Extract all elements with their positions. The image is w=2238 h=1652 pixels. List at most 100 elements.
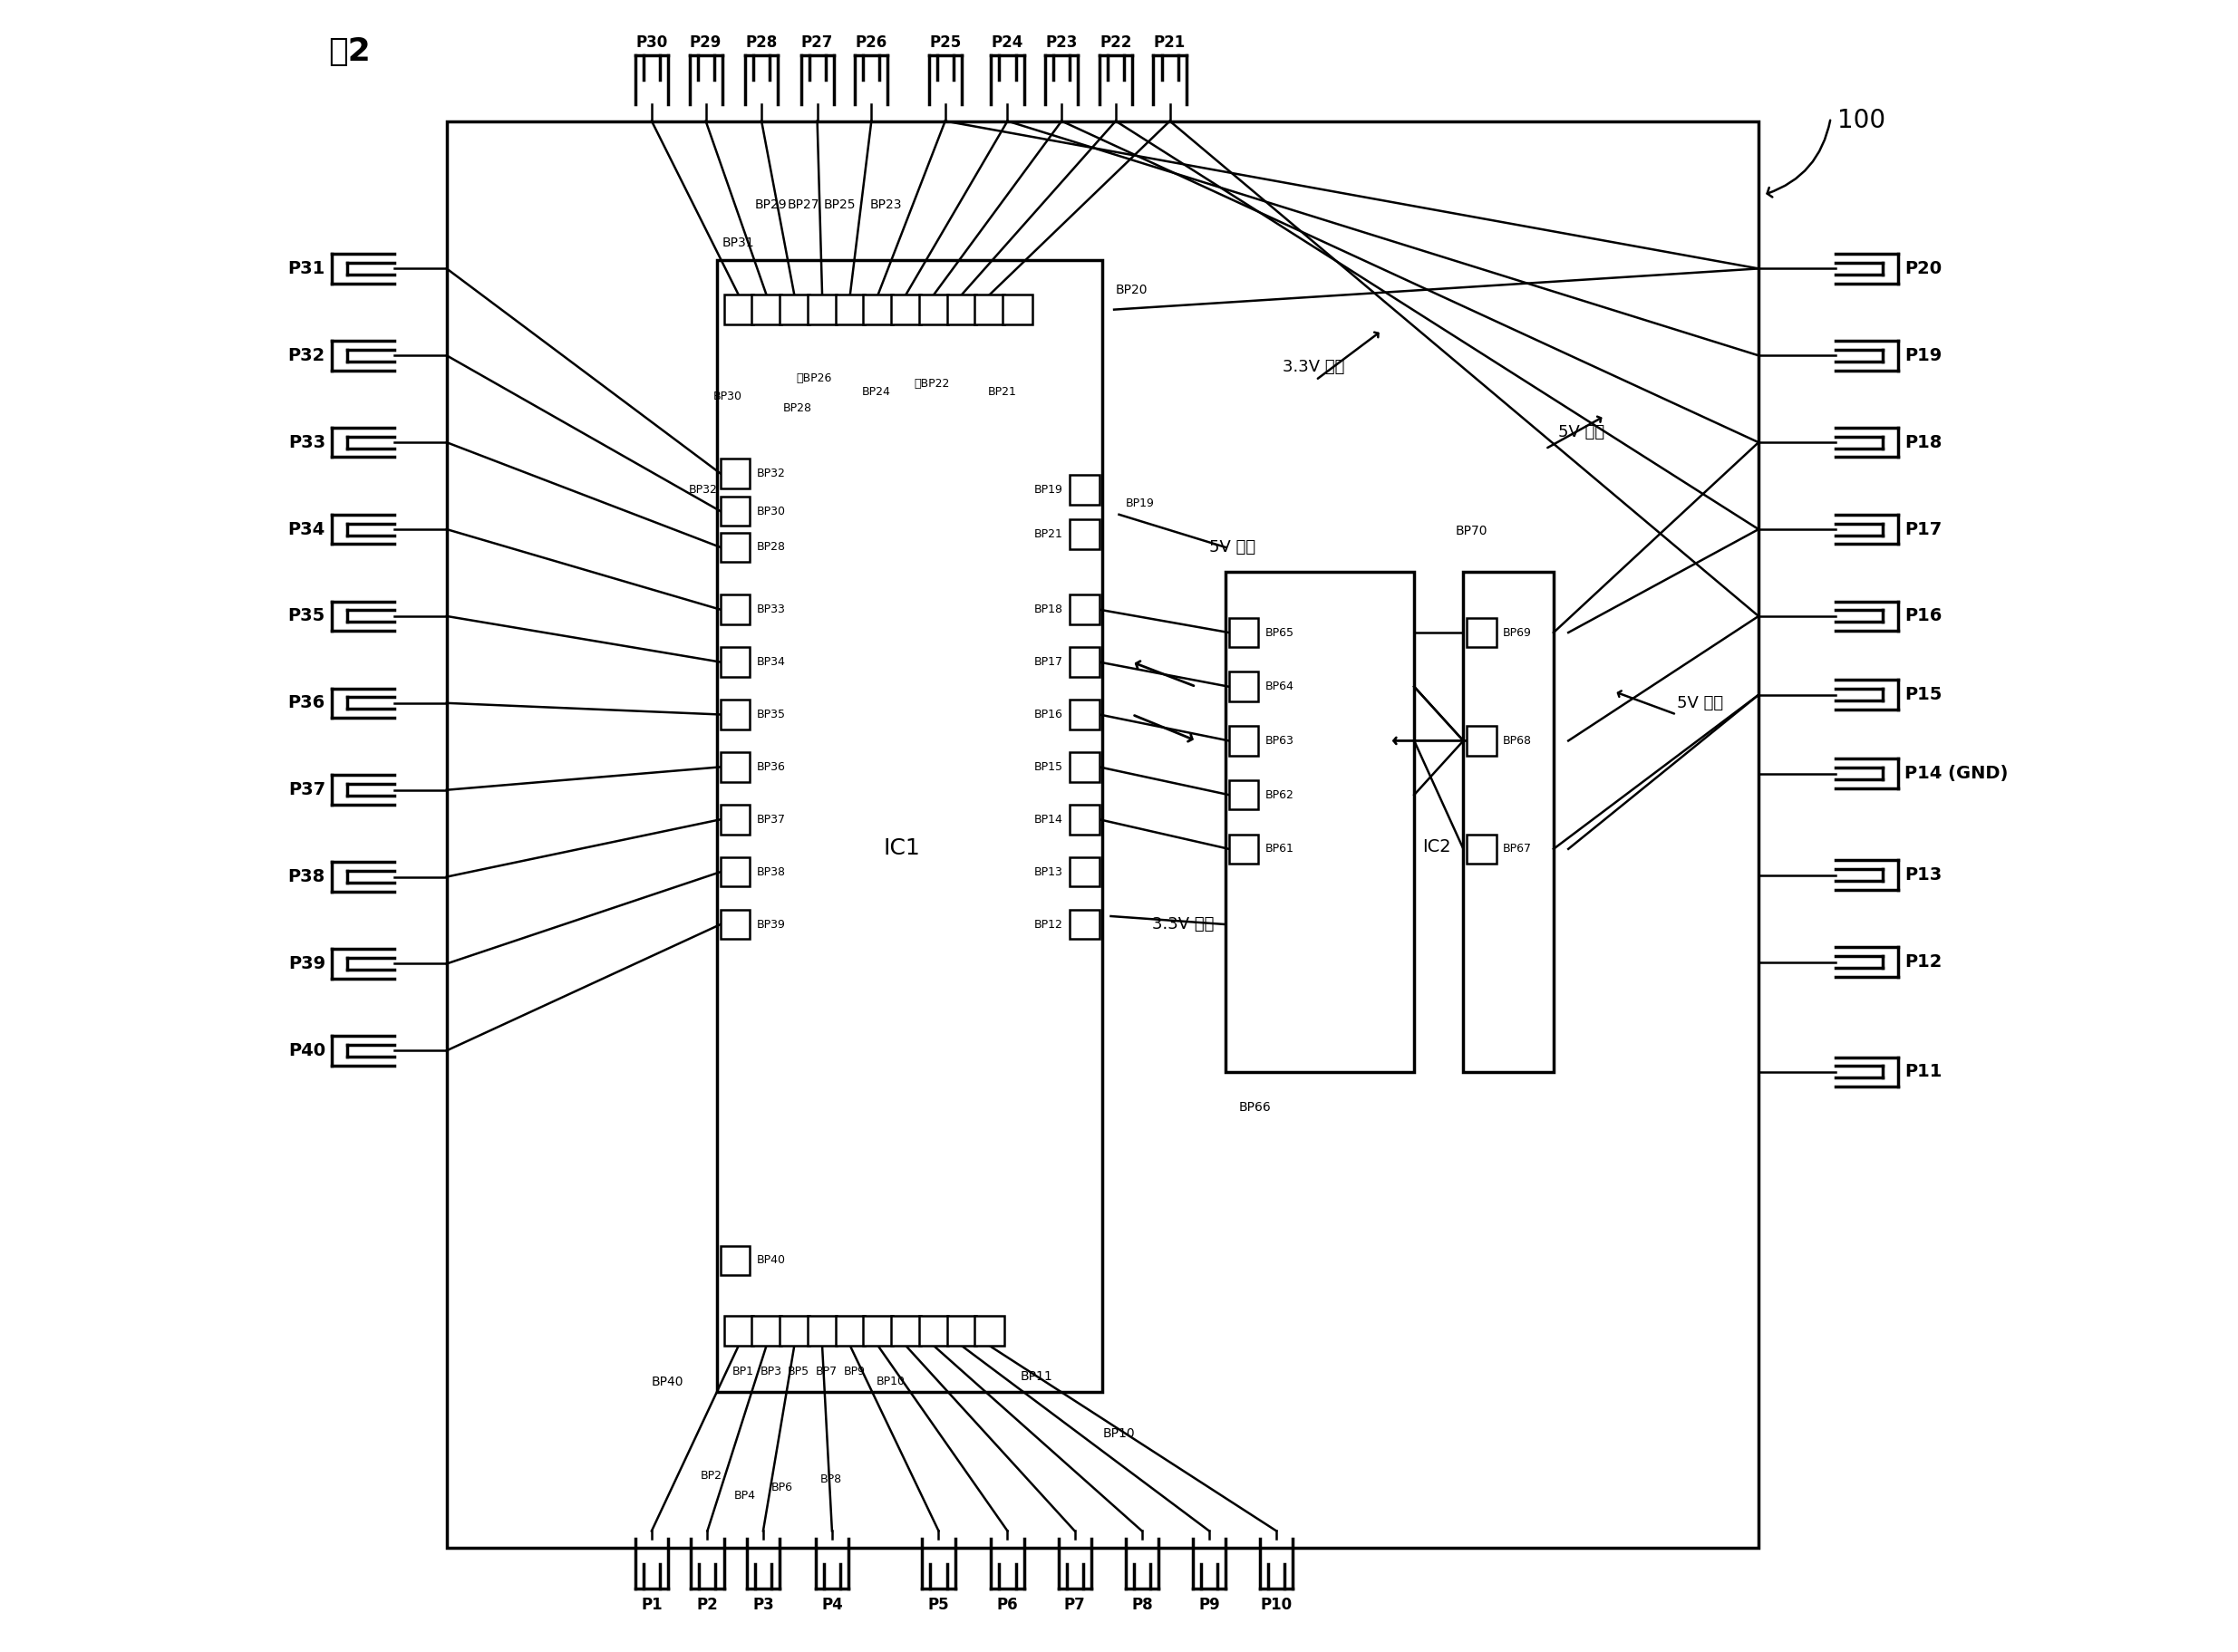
Text: BP19: BP19 — [1126, 497, 1155, 509]
Text: P32: P32 — [289, 347, 325, 363]
Text: BP68: BP68 — [1502, 735, 1531, 747]
Bar — [721, 648, 750, 677]
Text: BP3: BP3 — [761, 1365, 781, 1378]
Bar — [448, 121, 1759, 1548]
Bar — [1229, 672, 1258, 702]
Text: BP63: BP63 — [1264, 735, 1294, 747]
Text: BP17: BP17 — [1034, 656, 1063, 667]
Text: P14 (GND): P14 (GND) — [1905, 765, 2007, 781]
Bar — [1070, 476, 1099, 504]
Bar — [1070, 519, 1099, 548]
Text: BP30: BP30 — [714, 390, 741, 403]
Text: BP67: BP67 — [1502, 843, 1531, 854]
Text: 图2: 图2 — [329, 36, 372, 66]
Bar — [1229, 618, 1258, 648]
Text: P20: P20 — [1905, 259, 1943, 278]
Text: （BP26: （BP26 — [797, 373, 833, 385]
Text: P23: P23 — [1045, 35, 1079, 51]
Text: P4: P4 — [821, 1596, 844, 1612]
Bar — [721, 805, 750, 834]
Text: BP14: BP14 — [1034, 813, 1063, 826]
Bar — [1070, 700, 1099, 729]
Text: BP64: BP64 — [1264, 681, 1294, 692]
Text: BP27: BP27 — [788, 198, 819, 211]
Text: BP2: BP2 — [700, 1470, 723, 1482]
Text: （BP22: （BP22 — [913, 377, 949, 390]
Bar — [752, 294, 781, 324]
Bar — [835, 1317, 864, 1346]
Text: 5V 信号: 5V 信号 — [1558, 425, 1605, 441]
Text: BP34: BP34 — [756, 656, 786, 667]
Bar — [779, 294, 810, 324]
Text: BP40: BP40 — [651, 1374, 685, 1388]
Bar — [1226, 572, 1414, 1072]
Text: P18: P18 — [1905, 434, 1943, 451]
Text: BP32: BP32 — [756, 468, 786, 479]
Text: BP21: BP21 — [987, 385, 1016, 398]
Text: 5V 信号: 5V 信号 — [1209, 539, 1256, 555]
Text: IC2: IC2 — [1423, 838, 1450, 856]
Bar — [1070, 805, 1099, 834]
Text: BP1: BP1 — [732, 1365, 754, 1378]
Text: BP15: BP15 — [1034, 762, 1063, 773]
Text: BP6: BP6 — [772, 1482, 792, 1493]
Bar — [1070, 595, 1099, 624]
Bar — [721, 1246, 750, 1275]
Bar — [891, 294, 920, 324]
Text: BP36: BP36 — [756, 762, 786, 773]
Text: BP24: BP24 — [862, 385, 891, 398]
Text: P8: P8 — [1130, 1596, 1153, 1612]
Bar — [864, 1317, 893, 1346]
Text: P3: P3 — [752, 1596, 774, 1612]
Text: BP35: BP35 — [756, 709, 786, 720]
Text: BP69: BP69 — [1502, 626, 1531, 638]
Text: P40: P40 — [289, 1042, 325, 1059]
Bar — [1229, 780, 1258, 809]
Bar — [1466, 618, 1497, 648]
Bar — [947, 294, 976, 324]
Text: P21: P21 — [1155, 35, 1186, 51]
Text: P11: P11 — [1905, 1064, 1943, 1080]
Bar — [716, 261, 1103, 1391]
Text: 5V 信号: 5V 信号 — [1676, 695, 1723, 712]
Bar — [976, 1317, 1005, 1346]
Text: BP31: BP31 — [723, 236, 754, 249]
Text: BP65: BP65 — [1264, 626, 1294, 638]
Text: BP18: BP18 — [1034, 603, 1063, 616]
Text: P19: P19 — [1905, 347, 1943, 363]
Bar — [1229, 725, 1258, 755]
Text: BP21: BP21 — [1034, 529, 1063, 540]
Text: P22: P22 — [1099, 35, 1132, 51]
Bar — [976, 294, 1005, 324]
Text: P38: P38 — [289, 869, 325, 885]
Text: BP5: BP5 — [788, 1365, 810, 1378]
Text: BP28: BP28 — [783, 401, 812, 415]
Bar — [1003, 294, 1032, 324]
Bar — [864, 294, 893, 324]
Bar — [835, 294, 864, 324]
Text: P13: P13 — [1905, 867, 1943, 884]
Text: BP66: BP66 — [1238, 1102, 1271, 1113]
Text: BP30: BP30 — [756, 506, 786, 517]
Bar — [723, 294, 754, 324]
Bar — [1466, 725, 1497, 755]
Bar — [752, 1317, 781, 1346]
Text: P25: P25 — [929, 35, 960, 51]
Text: P24: P24 — [991, 35, 1023, 51]
Text: P29: P29 — [689, 35, 723, 51]
Text: BP19: BP19 — [1034, 484, 1063, 496]
Text: BP10: BP10 — [877, 1374, 906, 1388]
Text: 3.3V 信号: 3.3V 信号 — [1282, 358, 1345, 375]
Text: BP11: BP11 — [1021, 1370, 1054, 1383]
Text: P10: P10 — [1260, 1596, 1291, 1612]
Text: P30: P30 — [636, 35, 667, 51]
Text: BP9: BP9 — [844, 1365, 866, 1378]
Text: BP20: BP20 — [1117, 284, 1148, 296]
Text: P7: P7 — [1063, 1596, 1085, 1612]
Text: P9: P9 — [1197, 1596, 1220, 1612]
Text: P17: P17 — [1905, 520, 1943, 539]
Text: P5: P5 — [929, 1596, 949, 1612]
Bar — [891, 1317, 920, 1346]
Text: P12: P12 — [1905, 953, 1943, 971]
Bar — [721, 910, 750, 938]
